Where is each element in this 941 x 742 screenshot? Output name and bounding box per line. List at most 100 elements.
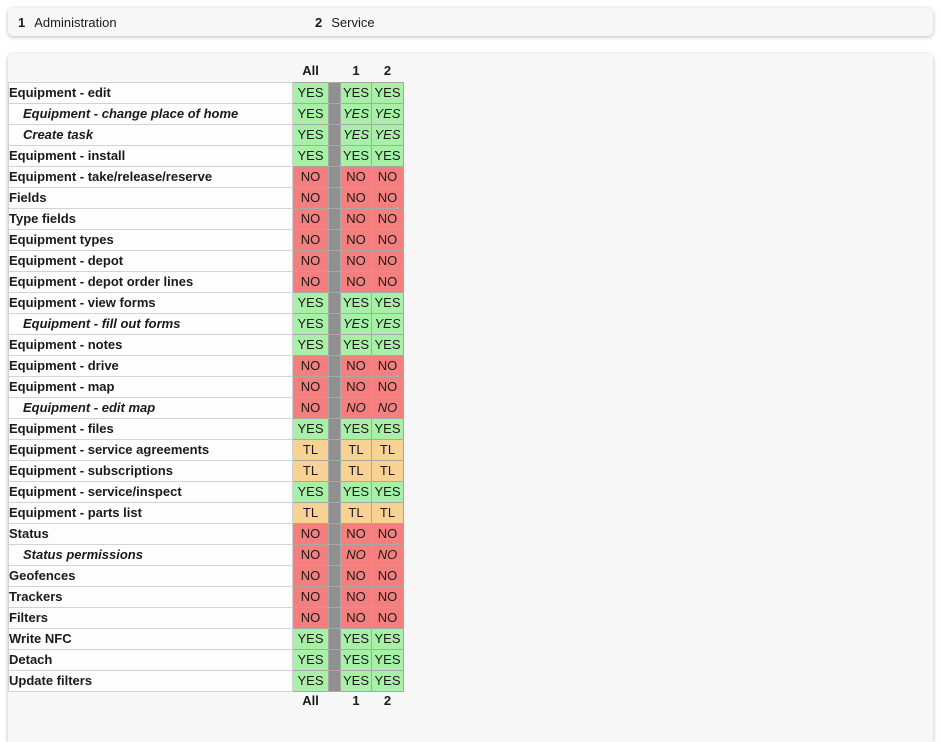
permission-cell-all[interactable]: YES: [292, 144, 329, 167]
tab-service[interactable]: 2 Service: [305, 15, 602, 30]
tab-administration[interactable]: 1 Administration: [8, 15, 305, 30]
permission-cell-2[interactable]: TL: [371, 501, 404, 524]
permission-cell-2[interactable]: TL: [371, 438, 404, 461]
permission-label: Geofences: [8, 564, 293, 587]
permission-cell-1[interactable]: NO: [340, 543, 372, 566]
permission-cell-all[interactable]: YES: [292, 312, 329, 335]
permission-cell-2[interactable]: YES: [371, 291, 404, 314]
permission-cell-1[interactable]: TL: [340, 459, 372, 482]
permission-cell-2[interactable]: YES: [371, 627, 404, 650]
permission-cell-all[interactable]: NO: [292, 270, 329, 293]
permission-cell-1[interactable]: YES: [340, 333, 372, 356]
permission-cell-1[interactable]: NO: [340, 249, 372, 272]
permission-cell-1[interactable]: YES: [340, 144, 372, 167]
permission-cell-2[interactable]: NO: [371, 249, 404, 272]
permission-cell-all[interactable]: YES: [292, 648, 329, 671]
permission-cell-all[interactable]: NO: [292, 585, 329, 608]
permission-cell-1[interactable]: NO: [340, 375, 372, 398]
permission-cell-2[interactable]: NO: [371, 186, 404, 209]
permission-cell-1[interactable]: NO: [340, 228, 372, 251]
permission-row: Equipment - service/inspect YES YES YES: [8, 480, 404, 503]
permission-cell-2[interactable]: YES: [371, 333, 404, 356]
permission-cell-1[interactable]: YES: [340, 102, 372, 125]
permission-cell-all[interactable]: NO: [292, 186, 329, 209]
permission-cell-all[interactable]: NO: [292, 249, 329, 272]
permission-cell-all[interactable]: NO: [292, 207, 329, 230]
permission-cell-1[interactable]: NO: [340, 270, 372, 293]
permission-cell-2[interactable]: NO: [371, 522, 404, 545]
permission-cell-all[interactable]: YES: [292, 333, 329, 356]
permission-cell-1[interactable]: YES: [340, 480, 372, 503]
permission-cell-all[interactable]: YES: [292, 627, 329, 650]
permission-cell-all[interactable]: NO: [292, 564, 329, 587]
permission-cell-all[interactable]: NO: [292, 228, 329, 251]
permission-cell-1[interactable]: NO: [340, 165, 372, 188]
permission-cell-1[interactable]: YES: [340, 417, 372, 440]
permission-cell-1[interactable]: NO: [340, 354, 372, 377]
permission-cell-1[interactable]: NO: [340, 606, 372, 629]
permission-cell-1[interactable]: YES: [340, 81, 372, 104]
permission-cell-all[interactable]: NO: [292, 396, 329, 419]
column-separator: [328, 165, 341, 188]
footer-header-2: 2: [383, 693, 392, 709]
permission-cell-2[interactable]: NO: [371, 165, 404, 188]
permission-cell-all[interactable]: NO: [292, 522, 329, 545]
permission-cell-2[interactable]: NO: [371, 543, 404, 566]
permission-cell-1[interactable]: YES: [340, 291, 372, 314]
permission-cell-all[interactable]: YES: [292, 291, 329, 314]
permission-cell-2[interactable]: NO: [371, 228, 404, 251]
permission-cell-all[interactable]: NO: [292, 165, 329, 188]
permission-cell-1[interactable]: YES: [340, 627, 372, 650]
permission-cell-2[interactable]: NO: [371, 606, 404, 629]
permission-cell-2[interactable]: YES: [371, 669, 404, 692]
permission-cell-all[interactable]: YES: [292, 669, 329, 692]
permission-cell-all[interactable]: YES: [292, 81, 329, 104]
permission-cell-1[interactable]: TL: [340, 501, 372, 524]
permission-cell-2[interactable]: NO: [371, 354, 404, 377]
permission-cell-2[interactable]: YES: [371, 480, 404, 503]
permission-cell-2[interactable]: NO: [371, 396, 404, 419]
permission-cell-1[interactable]: NO: [340, 585, 372, 608]
permission-cell-all[interactable]: YES: [292, 123, 329, 146]
permission-cell-1[interactable]: NO: [340, 522, 372, 545]
column-separator: [328, 81, 341, 104]
header-spacer: [9, 54, 293, 82]
permission-cell-2[interactable]: NO: [371, 207, 404, 230]
permission-cell-2[interactable]: YES: [371, 102, 404, 125]
permission-row: Equipment - edit map NO NO NO: [8, 396, 404, 419]
permission-cell-2[interactable]: NO: [371, 270, 404, 293]
permission-cell-all[interactable]: NO: [292, 606, 329, 629]
column-separator: [328, 480, 341, 503]
permission-cell-all[interactable]: TL: [292, 459, 329, 482]
permission-cell-all[interactable]: YES: [292, 480, 329, 503]
permission-cell-all[interactable]: YES: [292, 417, 329, 440]
permission-cell-2[interactable]: YES: [371, 81, 404, 104]
permission-cell-all[interactable]: NO: [292, 375, 329, 398]
permission-row: Status NO NO NO: [8, 522, 404, 545]
permission-cell-2[interactable]: NO: [371, 564, 404, 587]
permission-cell-2[interactable]: YES: [371, 648, 404, 671]
permission-cell-1[interactable]: NO: [340, 186, 372, 209]
footer-spacer: [9, 691, 293, 710]
permission-cell-2[interactable]: YES: [371, 144, 404, 167]
permission-cell-1[interactable]: YES: [340, 648, 372, 671]
permission-cell-2[interactable]: NO: [371, 585, 404, 608]
permission-cell-2[interactable]: YES: [371, 123, 404, 146]
permission-cell-1[interactable]: TL: [340, 438, 372, 461]
permission-cell-all[interactable]: YES: [292, 102, 329, 125]
permission-cell-1[interactable]: YES: [340, 312, 372, 335]
permission-cell-1[interactable]: NO: [340, 396, 372, 419]
permission-cell-all[interactable]: NO: [292, 354, 329, 377]
permission-cell-all[interactable]: NO: [292, 543, 329, 566]
permission-cell-all[interactable]: TL: [292, 501, 329, 524]
permission-cell-2[interactable]: TL: [371, 459, 404, 482]
permission-label: Equipment - files: [8, 417, 293, 440]
permission-cell-2[interactable]: NO: [371, 375, 404, 398]
permission-cell-2[interactable]: YES: [371, 312, 404, 335]
permission-cell-2[interactable]: YES: [371, 417, 404, 440]
permission-cell-all[interactable]: TL: [292, 438, 329, 461]
permission-cell-1[interactable]: YES: [340, 669, 372, 692]
permission-cell-1[interactable]: YES: [340, 123, 372, 146]
permission-cell-1[interactable]: NO: [340, 564, 372, 587]
permission-cell-1[interactable]: NO: [340, 207, 372, 230]
